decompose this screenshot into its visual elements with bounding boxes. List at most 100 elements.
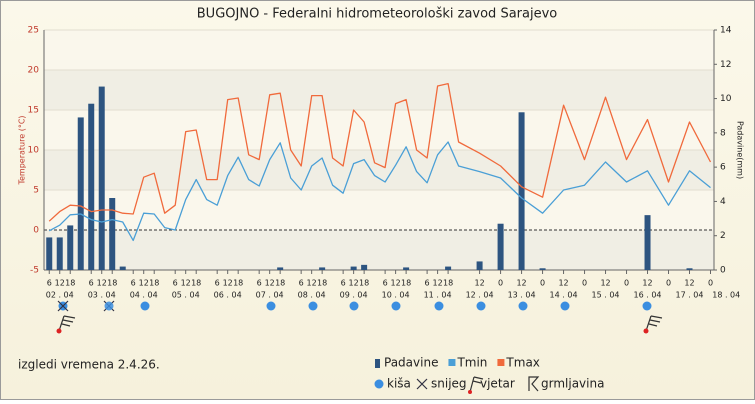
x-tick-label: 18 (401, 279, 411, 288)
x-tick-label: 18 (107, 279, 117, 288)
x-tick-label: 0 (624, 279, 629, 288)
date-label: 07 . 04 (256, 291, 284, 300)
precip-bar (445, 266, 452, 270)
y2-axis-title: Padavine(mm) (736, 121, 745, 179)
y-tick-label: 5 (33, 186, 39, 196)
x-tick-label: 12 (600, 279, 610, 288)
weather-legend: kiša snijeg vjetar grmljavina (374, 376, 604, 394)
y-tick-label: 15 (28, 106, 39, 116)
legend-label: vjetar (480, 377, 515, 391)
chart-title: BUGOJNO - Federalni hidrometeorološki za… (197, 7, 558, 22)
precip-bar (88, 103, 95, 270)
precip-bar (476, 261, 483, 270)
x-tick-label: 12 (55, 279, 65, 288)
x-tick-label: 0 (498, 279, 503, 288)
plot-area: -5 0 5 10 15 20 25 0 2 4 6 8 10 12 14 Temperature (°C) P… (18, 26, 745, 300)
precip-bar (277, 267, 284, 270)
rain-icon (374, 379, 384, 389)
y-tick-label: 20 (28, 66, 40, 76)
x-tick-label: 18 (443, 279, 453, 288)
snow-icon (57, 300, 69, 312)
y2-tick-label: 2 (720, 231, 726, 241)
date-label: 13 . 04 (508, 291, 536, 300)
precip-bar (644, 215, 651, 270)
x-tick-label: 6 (89, 279, 94, 288)
grid-band (44, 70, 714, 110)
date-label: 16 . 04 (634, 291, 662, 300)
temp-line (48, 82, 712, 222)
precip-bar (77, 117, 84, 270)
x-tick-label: 12 (433, 279, 443, 288)
footer-text: izgledi vremena 2.4.26. (18, 358, 160, 372)
x-tick-label: 0 (666, 279, 671, 288)
rain-icon (518, 301, 528, 311)
y2-tick-label: 6 (720, 163, 726, 173)
precip-bar (98, 86, 105, 270)
precip-bar (56, 237, 63, 270)
snow-icon (416, 378, 428, 390)
grid-band (44, 230, 714, 270)
precip-bar (518, 112, 525, 271)
y-tick-label: 25 (28, 26, 39, 36)
x-tick-label: 6 (257, 279, 262, 288)
y2-tick-label: 0 (720, 266, 726, 276)
date-label: 03 . 04 (88, 291, 116, 300)
rain-icon (434, 301, 444, 311)
x-tick-label: 0 (540, 279, 545, 288)
temp-line (48, 141, 711, 242)
x-tick-label: 6 (299, 279, 304, 288)
x-tick-label: 0 (708, 279, 713, 288)
y-tick-label: 10 (28, 146, 40, 156)
rain-icon (391, 301, 401, 311)
y-tick-label: -5 (30, 266, 39, 276)
x-tick-label: 12 (181, 279, 191, 288)
precip-bar (109, 198, 116, 270)
wind-icon (58, 315, 76, 332)
x-tick-label: 12 (223, 279, 233, 288)
legend-label: Tmax (505, 356, 539, 370)
x-tick-label: 6 (383, 279, 388, 288)
precip-bar (361, 264, 368, 270)
y2-tick-label: 8 (720, 128, 726, 138)
x-tick-label: 12 (474, 279, 484, 288)
x-tick-label: 12 (391, 279, 401, 288)
x-tick-label: 12 (516, 279, 526, 288)
date-label: 10 . 04 (382, 291, 410, 300)
legend-swatch (448, 359, 456, 366)
x-tick-label: 12 (349, 279, 359, 288)
precip-bar (350, 266, 357, 270)
x-tick-label: 12 (684, 279, 694, 288)
y-axis-title: Temperature (°C) (18, 115, 27, 185)
legend-label: Tmin (456, 356, 487, 370)
date-label: 09 . 04 (340, 291, 368, 300)
precip-bar (46, 237, 53, 270)
date-label: 02 . 04 (46, 291, 74, 300)
wind-icon (56, 328, 62, 334)
date-label: 17 . 04 (676, 291, 704, 300)
x-tick-label: 12 (97, 279, 107, 288)
precip-bar (403, 267, 410, 270)
x-tick-label: 12 (558, 279, 568, 288)
date-label: 12 . 04 (466, 291, 494, 300)
legend-label: grmljavina (541, 377, 604, 391)
precip-bar (497, 223, 504, 270)
wind-icon (643, 328, 649, 334)
precip-bar (319, 267, 326, 270)
rain-icon (560, 301, 570, 311)
precip-bar (67, 225, 74, 270)
y2-tick-label: 10 (720, 94, 732, 104)
y-tick-label: 0 (33, 226, 39, 236)
legend-swatch (497, 359, 505, 366)
rain-icon (642, 301, 652, 311)
thunder-icon (528, 376, 540, 392)
date-label: 15 . 04 (592, 291, 620, 300)
y2-tick-label: 14 (720, 26, 732, 36)
x-tick-label: 6 (341, 279, 346, 288)
date-label: 06 . 04 (214, 291, 242, 300)
x-tick-label: 18 (191, 279, 201, 288)
precip-bar (119, 266, 126, 270)
x-tick-label: 18 (149, 279, 159, 288)
legend-label: Padavine (384, 356, 438, 370)
wind-icon (469, 376, 484, 393)
